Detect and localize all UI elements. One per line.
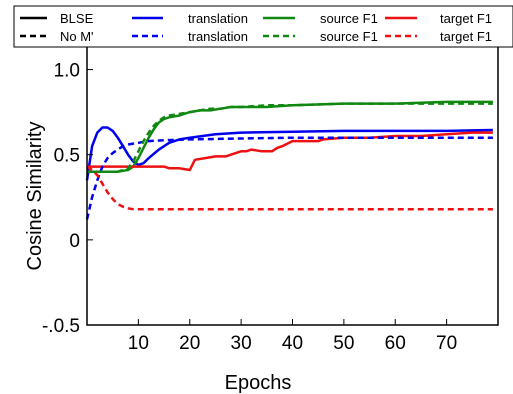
x-tick-label: 70 bbox=[436, 333, 457, 354]
legend: BLSE No M' translation source F1 target F1 tr… bbox=[13, 5, 513, 48]
legend-box bbox=[13, 5, 513, 48]
legend-label: BLSE bbox=[60, 11, 94, 26]
legend-label: translation bbox=[188, 29, 248, 44]
x-axis-label: Epochs bbox=[225, 372, 292, 394]
legend-label: source F1 bbox=[320, 29, 378, 44]
series-line-4 bbox=[87, 102, 493, 173]
y-axis-label: Cosine Similarity bbox=[24, 122, 46, 271]
x-tick-label: 60 bbox=[385, 333, 406, 354]
y-tick-label: 0 bbox=[69, 231, 80, 252]
x-axis: 10 20 30 40 50 60 70 bbox=[128, 319, 457, 354]
y-tick-label: -.0.5 bbox=[42, 316, 80, 337]
legend-label: translation bbox=[188, 11, 248, 26]
x-tick-label: 30 bbox=[231, 333, 252, 354]
x-tick-label: 20 bbox=[179, 333, 200, 354]
axes-frame bbox=[86, 26, 499, 326]
legend-label: target F1 bbox=[440, 11, 492, 26]
series-line-0 bbox=[85, 126, 493, 181]
y-axis: -.0.5 0 0.5 1.0 bbox=[42, 61, 93, 337]
series-line-3 bbox=[85, 136, 493, 220]
legend-label: source F1 bbox=[320, 11, 378, 26]
y-tick-label: 0.5 bbox=[54, 146, 80, 167]
x-tick-label: 10 bbox=[128, 333, 149, 354]
y-tick-label: 1.0 bbox=[54, 61, 80, 82]
plot-lines bbox=[85, 100, 493, 220]
x-tick-label: 50 bbox=[333, 333, 354, 354]
series-line-5 bbox=[86, 165, 493, 211]
x-tick-label: 40 bbox=[282, 333, 303, 354]
legend-label: target F1 bbox=[440, 29, 492, 44]
legend-label: No M' bbox=[60, 29, 94, 44]
